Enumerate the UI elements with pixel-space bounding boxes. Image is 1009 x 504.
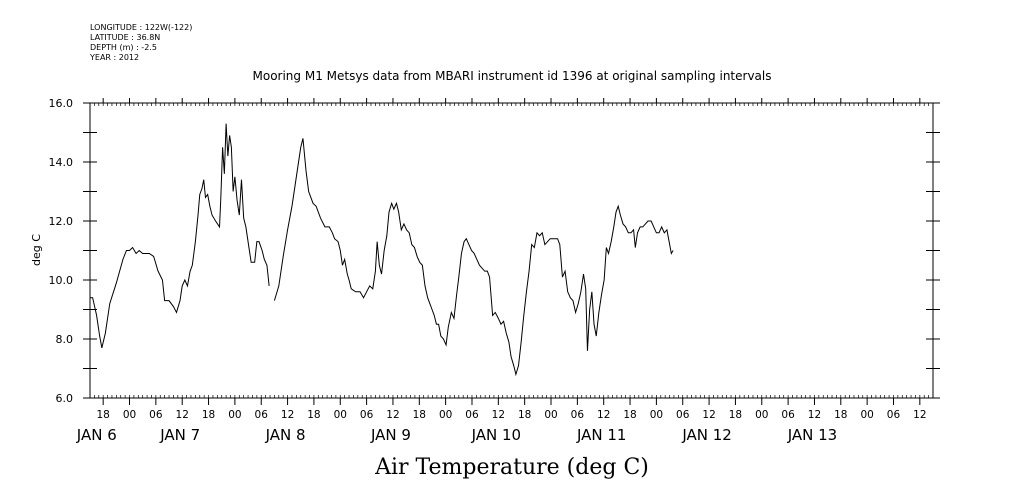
x-day-label: JAN 10 [471, 426, 522, 444]
air-temperature-series-line [90, 123, 674, 377]
y-tick-label: 12.0 [49, 215, 74, 228]
x-hour-label: 12 [597, 409, 610, 421]
x-hour-label: 00 [860, 409, 873, 421]
x-axis-label: Air Temperature (deg C) [374, 455, 649, 480]
x-hour-label: 00 [439, 409, 452, 421]
x-hour-label: 12 [702, 409, 715, 421]
y-tick-label: 6.0 [56, 392, 74, 405]
x-hour-label: 18 [834, 409, 847, 421]
x-hour-label: 06 [676, 409, 690, 421]
x-hour-label: 18 [307, 409, 320, 421]
x-hour-label: 18 [413, 409, 426, 421]
x-hour-label: 06 [360, 409, 374, 421]
x-day-label: JAN 7 [159, 426, 200, 444]
y-tick-label: 14.0 [49, 156, 74, 169]
x-day-label: JAN 11 [576, 426, 627, 444]
meta-year: YEAR : 2012 [89, 53, 139, 62]
x-hour-label: 06 [781, 409, 795, 421]
x-hour-label: 18 [729, 409, 742, 421]
minor-tick-marks [89, 103, 934, 398]
y-axis-label: deg C [30, 234, 43, 266]
x-hour-label: 06 [887, 409, 901, 421]
x-day-label: JAN 6 [76, 426, 117, 444]
x-hour-label: 06 [571, 409, 585, 421]
chart-title: Mooring M1 Metsys data from MBARI instru… [253, 69, 772, 83]
x-hour-label: 00 [123, 409, 136, 421]
meta-latitude: LATITUDE : 36.8N [90, 33, 160, 42]
x-hour-label: 12 [386, 409, 399, 421]
x-hour-label: 00 [755, 409, 768, 421]
meta-depth: DEPTH (m) : -2.5 [90, 43, 157, 52]
x-hour-label: 00 [650, 409, 663, 421]
x-hour-label: 12 [281, 409, 294, 421]
x-hour-label: 18 [202, 409, 215, 421]
x-hour-label: 18 [623, 409, 636, 421]
x-hour-label: 12 [492, 409, 505, 421]
y-tick-label: 16.0 [49, 97, 74, 110]
x-hour-label: 18 [518, 409, 531, 421]
x-day-label: JAN 9 [370, 426, 411, 444]
x-day-label: JAN 13 [787, 426, 838, 444]
x-hour-label: 06 [149, 409, 163, 421]
x-hour-label: 00 [544, 409, 557, 421]
metadata-block: LONGITUDE : 122W(-122) LATITUDE : 36.8N … [89, 23, 192, 62]
x-hour-label: 12 [913, 409, 926, 421]
x-hour-label: 00 [334, 409, 347, 421]
y-axis: 6.0 8.0 10.0 12.0 14.0 16.0 [49, 97, 940, 405]
x-axis: 18 00 06 12 18 00 06 12 18 00 06 12 18 00 06 12 18 00 06 12… [76, 98, 927, 444]
x-hour-label: 06 [255, 409, 269, 421]
x-hour-label: 18 [96, 409, 109, 421]
y-tick-label: 10.0 [49, 274, 74, 287]
meta-longitude: LONGITUDE : 122W(-122) [90, 23, 192, 32]
plot-frame [89, 102, 934, 399]
x-hour-label: 06 [465, 409, 479, 421]
x-hour-label: 00 [228, 409, 241, 421]
x-hour-label: 12 [808, 409, 821, 421]
y-tick-label: 8.0 [56, 333, 74, 346]
x-day-label: JAN 12 [681, 426, 732, 444]
x-day-label: JAN 8 [265, 426, 306, 444]
x-hour-label: 12 [176, 409, 189, 421]
